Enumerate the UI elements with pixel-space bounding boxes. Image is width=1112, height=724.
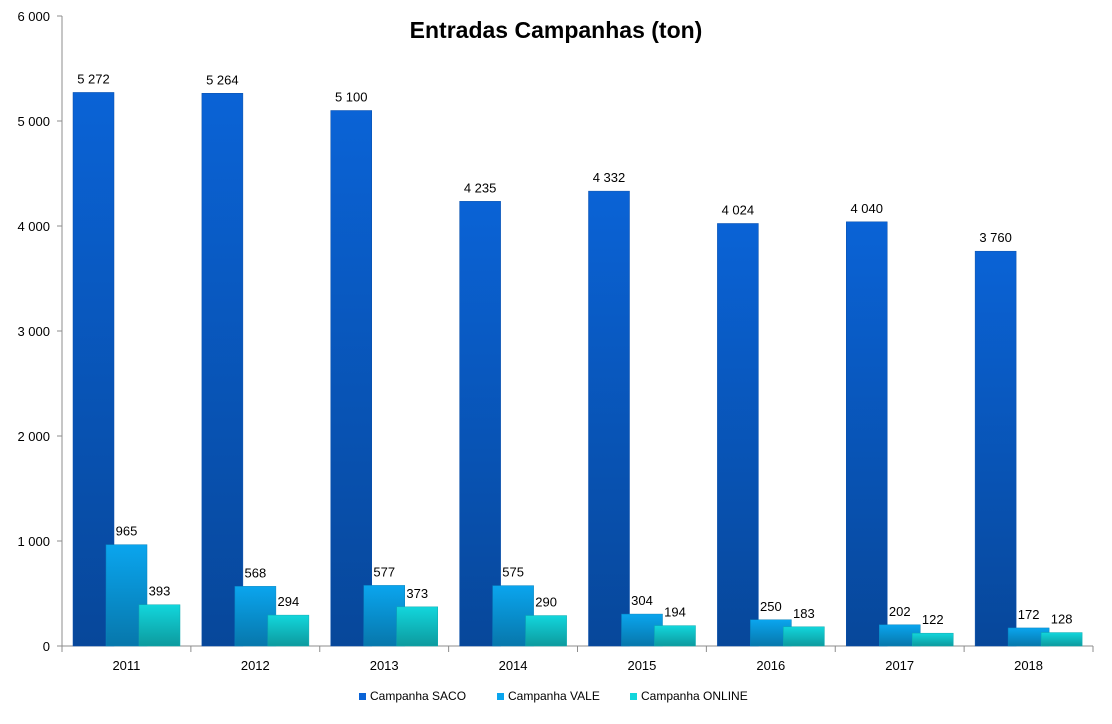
x-tick-label: 2015 [627,658,656,673]
data-label: 4 040 [850,201,883,216]
legend-swatch [497,693,504,700]
data-label: 577 [373,564,395,579]
y-tick-label: 0 [43,639,50,654]
x-tick-label: 2012 [241,658,270,673]
data-label: 290 [535,595,557,610]
bar-campanha-online-2014 [525,615,567,647]
data-label: 4 235 [464,180,497,195]
bar-campanha-saco-2014 [459,201,501,647]
data-label: 373 [406,586,428,601]
bar-campanha-saco-2012 [201,93,244,647]
legend-label: Campanha VALE [508,689,600,703]
y-tick-label: 5 000 [17,114,50,129]
data-label: 172 [1018,607,1040,622]
bar-campanha-saco-2017 [846,221,888,647]
x-tick-label: 2013 [370,658,399,673]
y-tick-label: 2 000 [17,429,50,444]
data-label: 183 [793,606,815,621]
bars-layer [72,92,1083,647]
data-label: 4 332 [593,170,626,185]
bar-campanha-online-2016 [783,626,825,647]
y-tick-label: 1 000 [17,534,50,549]
data-label: 122 [922,612,944,627]
data-labels-layer: 5 272 5 264 5 100 4 235 4 332 4 024 4 040 3 760… [77,71,1072,627]
y-axis: 0 1 000 2 000 3 000 4 000 5 000 6 000 [17,9,63,654]
bar-campanha-online-2015 [654,625,696,647]
bar-campanha-saco-2018 [974,250,1017,647]
legend: Campanha SACO Campanha VALE Campanha ONLIN… [359,689,748,703]
bar-campanha-saco-2013 [330,110,372,647]
bar-campanha-online-2018 [1040,632,1083,647]
data-label: 304 [631,593,653,608]
data-label: 5 272 [77,71,110,86]
data-label: 202 [889,604,911,619]
data-label: 294 [278,594,300,609]
x-tick-label: 2017 [885,658,914,673]
data-label: 250 [760,599,782,614]
data-label: 3 760 [979,230,1012,245]
legend-swatch [359,693,366,700]
legend-label: Campanha ONLINE [641,689,748,703]
data-label: 5 100 [335,90,368,105]
x-tick-label: 2018 [1014,658,1043,673]
x-axis: 2011 2012 2013 2014 2015 2016 2017 2018 [61,645,1094,673]
bar-campanha-online-2011 [138,604,181,647]
bar-campanha-online-2017 [912,632,954,647]
y-tick-label: 6 000 [17,9,50,24]
data-label: 965 [116,524,138,539]
data-label: 128 [1051,612,1073,627]
bar-campanha-saco-2016 [717,223,759,647]
bar-campanha-online-2013 [396,606,438,647]
legend-label: Campanha SACO [370,689,466,703]
y-tick-label: 4 000 [17,219,50,234]
bar-campanha-online-2012 [267,614,310,647]
y-tick-label: 3 000 [17,324,50,339]
legend-swatch [630,693,637,700]
data-label: 194 [664,605,686,620]
data-label: 393 [149,584,171,599]
x-tick-label: 2014 [499,658,528,673]
bar-campanha-saco-2015 [588,190,630,647]
x-tick-label: 2011 [112,658,140,673]
data-label: 568 [245,565,267,580]
chart-title: Entradas Campanhas (ton) [410,17,703,43]
data-label: 575 [502,565,524,580]
data-label: 4 024 [722,202,755,217]
x-tick-label: 2016 [756,658,785,673]
data-label: 5 264 [206,72,239,87]
